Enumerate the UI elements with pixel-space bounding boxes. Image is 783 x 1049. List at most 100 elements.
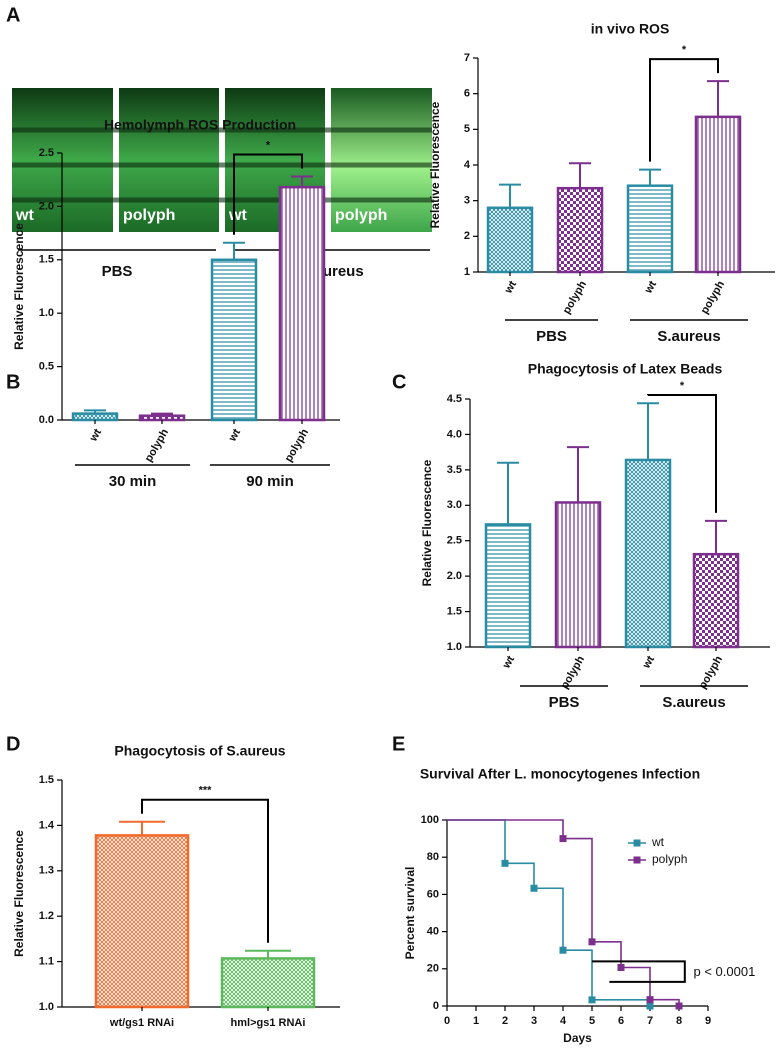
y-tick-label: 40 [427,926,439,938]
bar [626,184,674,274]
y-tick-label: 0 [433,1000,439,1012]
legend-label: wt [651,835,665,849]
chart-title: Phagocytosis of S.aureus [114,743,285,759]
y-axis-label: Relative Fluorescence [420,459,434,586]
point-marker [617,963,625,971]
y-tick-label: 1.2 [39,910,54,922]
y-tick-label: 1.0 [39,307,54,319]
bar [554,501,602,649]
significance-label: * [682,44,687,56]
y-tick-label: 7 [464,52,470,64]
micrograph [119,88,219,232]
x-tick-label: polyph [283,427,312,464]
x-tick-label: wt [226,427,243,445]
y-tick-label: 1 [464,266,470,278]
x-tick-label: wt [502,279,519,297]
bar [484,523,532,649]
significance-label: *** [199,785,213,797]
significance-bracket [233,153,303,235]
significance-bracket [141,798,269,943]
panel-label: A [6,4,20,26]
panel-label: B [6,371,20,393]
image-label: polyph [123,207,175,224]
x-tick-label: 0 [444,1015,450,1027]
group-label: PBS [102,263,133,280]
y-tick-label: 2.0 [447,570,462,582]
group-label: S.aureus [662,694,725,711]
micrographs: wt polyph wt polyph PBS S.aureus [12,88,432,280]
y-tick-label: 60 [427,888,439,900]
significance-bracket [649,58,719,162]
significance-label: * [680,380,685,392]
y-tick-label: 0.0 [39,414,54,426]
bar [624,458,672,649]
group-label: 30 min [109,473,157,490]
x-tick-label: 2 [502,1015,508,1027]
x-tick-label: hml>gs1 RNAi [231,1017,306,1029]
y-tick-label: 5 [464,123,470,135]
bar [694,115,742,274]
point-marker [646,996,654,1004]
chart-title: Hemolymph ROS Production [104,117,296,133]
x-tick-label: polyph [143,427,172,464]
y-axis-label: Percent survival [403,867,417,960]
point-marker [530,884,538,892]
significance-label: * [266,139,271,151]
significance-bracket [647,394,717,513]
y-tick-label: 2.0 [39,200,54,212]
group-label: PBS [549,694,580,711]
x-tick-label: 6 [618,1015,624,1027]
y-tick-label: 80 [427,851,439,863]
bar [692,552,740,649]
x-tick-label: polyph [699,279,728,316]
significance-bracket [592,960,686,983]
x-tick-label: 3 [531,1015,537,1027]
y-tick-label: 1.5 [39,254,54,266]
point-marker [588,938,596,946]
x-tick-label: wt/gs1 RNAi [109,1017,174,1029]
survival-line [447,819,680,1006]
image-label: wt [15,207,34,224]
y-axis-label: Relative Fluorescence [12,830,26,957]
micrograph [331,88,432,232]
legend-label: polyph [652,852,687,866]
panel-label: E [392,733,405,755]
y-tick-label: 20 [427,963,439,975]
x-tick-label: 7 [647,1015,653,1027]
bar [210,258,258,422]
y-tick-label: 1.0 [39,1001,54,1013]
y-tick-label: 3 [464,195,470,207]
legend-marker [633,839,641,847]
point-marker [501,859,509,867]
bar [278,185,326,422]
y-tick-label: 1.1 [39,956,54,968]
survival-line [447,819,651,1006]
x-tick-label: 9 [705,1015,711,1027]
y-tick-label: 100 [421,814,439,826]
bar [486,206,534,274]
y-tick-label: 2.5 [39,147,54,159]
point-marker [559,835,567,843]
bar [220,957,316,1009]
x-tick-label: wt [87,427,104,445]
y-tick-label: 6 [464,88,470,100]
y-tick-label: 1.3 [39,865,54,877]
x-tick-label: 8 [676,1015,682,1027]
point-marker [559,946,567,954]
y-tick-label: 4.5 [447,393,462,405]
point-marker [588,996,596,1004]
bar [94,834,190,1009]
legend-marker [633,856,641,864]
y-tick-label: 4 [464,159,471,171]
y-tick-label: 1.0 [447,641,462,653]
y-tick-label: 2.5 [447,535,462,547]
x-tick-label: wt [640,654,657,672]
x-tick-label: polyph [561,279,590,316]
group-label: PBS [536,328,567,345]
panel-label: C [392,371,406,393]
group-label: S.aureus [657,328,720,345]
chart-title: Survival After L. monocytogenes Infectio… [420,766,700,782]
x-tick-label: 4 [560,1015,567,1027]
bar [71,412,119,422]
